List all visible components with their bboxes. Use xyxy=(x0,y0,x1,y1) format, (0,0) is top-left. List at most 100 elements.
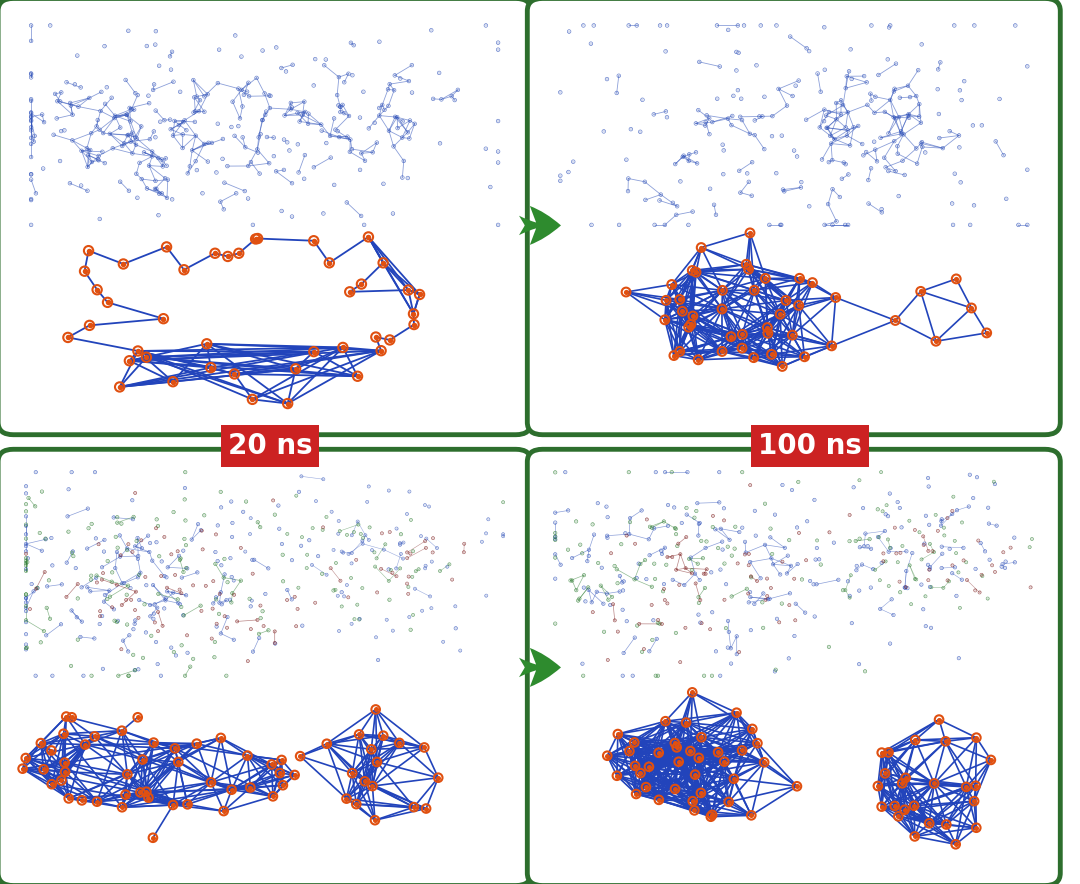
Point xyxy=(139,529,157,543)
Point xyxy=(288,602,306,616)
Point xyxy=(330,70,348,84)
Point xyxy=(767,663,784,677)
Point xyxy=(106,613,123,628)
Point xyxy=(651,19,669,33)
Point xyxy=(126,603,144,617)
Point xyxy=(367,703,384,717)
Point xyxy=(599,510,617,524)
Point xyxy=(381,592,399,606)
Point xyxy=(931,713,948,727)
Point xyxy=(149,519,166,533)
Point xyxy=(863,161,880,175)
Point xyxy=(399,576,416,591)
Point xyxy=(17,641,35,655)
Point xyxy=(222,595,240,609)
Point xyxy=(815,114,833,128)
Point xyxy=(99,554,117,568)
Point xyxy=(838,128,855,142)
Point xyxy=(589,584,606,598)
Point xyxy=(96,96,113,110)
Point xyxy=(306,233,323,248)
Point xyxy=(354,581,372,595)
Point xyxy=(254,113,271,127)
Point xyxy=(260,156,278,171)
Point xyxy=(327,583,345,597)
Point xyxy=(53,86,70,100)
Point xyxy=(175,608,192,622)
Point xyxy=(897,545,915,559)
Point xyxy=(147,635,164,649)
Point xyxy=(966,19,983,33)
Point xyxy=(58,75,76,89)
Point xyxy=(52,154,69,168)
Point xyxy=(422,23,440,37)
Point xyxy=(90,113,107,127)
Point xyxy=(893,521,910,535)
Point xyxy=(400,171,417,185)
Point xyxy=(853,137,870,151)
Point xyxy=(334,98,351,112)
Point xyxy=(881,486,899,500)
Point xyxy=(724,549,741,563)
Point xyxy=(626,537,644,551)
Point xyxy=(56,756,73,770)
Point xyxy=(132,785,149,799)
Point xyxy=(889,555,906,569)
Point xyxy=(399,551,416,565)
Point xyxy=(179,797,197,812)
Point xyxy=(80,148,97,162)
Point xyxy=(573,546,591,560)
Point xyxy=(897,771,915,785)
Point xyxy=(399,576,416,591)
Point xyxy=(732,186,750,200)
Point xyxy=(950,141,968,155)
Point xyxy=(851,473,868,487)
Point xyxy=(757,271,774,286)
Point xyxy=(859,98,876,112)
Point xyxy=(116,576,133,591)
Point xyxy=(715,167,732,181)
Point xyxy=(349,598,366,612)
Point xyxy=(787,597,805,611)
Point xyxy=(266,624,283,638)
Point xyxy=(915,602,932,616)
Point xyxy=(287,489,305,503)
Point xyxy=(341,285,359,299)
Point xyxy=(667,208,685,222)
Point xyxy=(926,545,943,560)
Point xyxy=(206,650,224,664)
Point xyxy=(892,125,909,139)
Point xyxy=(35,162,52,176)
Point xyxy=(289,137,307,151)
Point xyxy=(292,749,309,763)
Point xyxy=(433,92,450,106)
Point xyxy=(129,191,146,205)
Point xyxy=(102,126,119,141)
Point xyxy=(933,539,950,553)
Point xyxy=(207,528,225,542)
Point xyxy=(663,465,680,479)
Point xyxy=(665,500,683,514)
Point xyxy=(287,619,305,633)
Point xyxy=(17,595,35,609)
Point xyxy=(786,629,804,643)
Point xyxy=(283,176,300,190)
Point xyxy=(710,541,727,555)
Point xyxy=(234,99,252,113)
Point xyxy=(883,592,901,606)
Point xyxy=(153,187,171,201)
Point xyxy=(124,512,141,526)
Point xyxy=(363,743,380,757)
Point xyxy=(401,484,418,499)
Point xyxy=(880,545,897,559)
Point xyxy=(860,196,877,210)
Point xyxy=(159,172,176,187)
Point xyxy=(546,530,564,544)
Point xyxy=(370,34,388,49)
Point xyxy=(291,484,308,499)
Point xyxy=(636,553,653,568)
Point xyxy=(716,755,733,769)
Point xyxy=(283,592,300,606)
Point xyxy=(710,745,727,759)
Point xyxy=(958,780,975,794)
